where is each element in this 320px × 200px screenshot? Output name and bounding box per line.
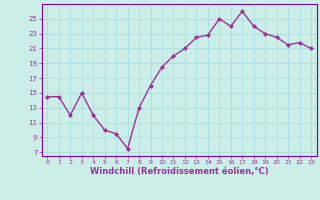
X-axis label: Windchill (Refroidissement éolien,°C): Windchill (Refroidissement éolien,°C) <box>90 167 268 176</box>
